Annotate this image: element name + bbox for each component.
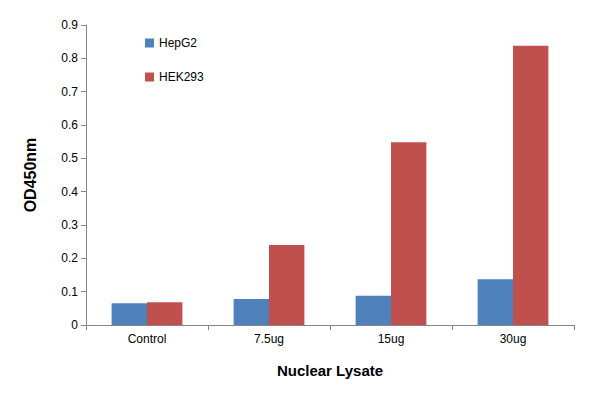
svg-text:7.5ug: 7.5ug	[254, 332, 284, 346]
svg-text:Control: Control	[128, 332, 167, 346]
svg-text:Nuclear Lysate: Nuclear Lysate	[277, 362, 383, 379]
svg-text:0.2: 0.2	[61, 251, 78, 265]
svg-text:0.5: 0.5	[61, 151, 78, 165]
svg-text:0.9: 0.9	[61, 18, 78, 32]
svg-text:0.7: 0.7	[61, 85, 78, 99]
svg-text:HepG2: HepG2	[159, 36, 197, 50]
svg-text:0.8: 0.8	[61, 51, 78, 65]
svg-text:30ug: 30ug	[500, 332, 527, 346]
svg-text:OD450nm: OD450nm	[22, 138, 39, 213]
svg-text:HEK293: HEK293	[159, 70, 204, 84]
svg-text:0: 0	[71, 318, 78, 332]
svg-text:0.1: 0.1	[61, 285, 78, 299]
svg-text:15ug: 15ug	[378, 332, 405, 346]
svg-text:0.6: 0.6	[61, 118, 78, 132]
svg-text:0.3: 0.3	[61, 218, 78, 232]
svg-text:0.4: 0.4	[61, 185, 78, 199]
